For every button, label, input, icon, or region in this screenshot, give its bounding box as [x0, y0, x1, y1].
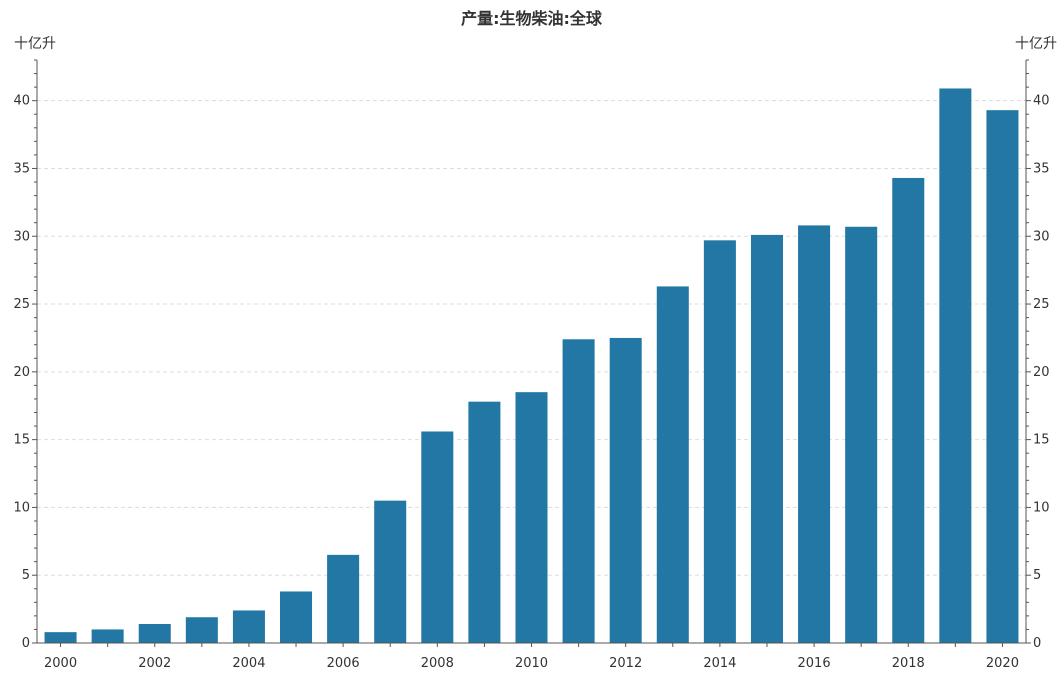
y-tick-label-right: 15: [1033, 433, 1050, 448]
bar-2008: [421, 431, 454, 643]
y-tick-label-right: 5: [1033, 568, 1041, 583]
bar-2020: [986, 110, 1019, 644]
bar-2005: [280, 591, 313, 643]
bar-2014: [703, 240, 736, 644]
y-tick-label-left: 5: [22, 568, 30, 583]
right-axis-unit: 十亿升: [1015, 36, 1057, 52]
x-tick-label: 2010: [515, 656, 548, 671]
x-tick-label: 2004: [232, 656, 265, 671]
bar-2000: [44, 632, 77, 643]
y-tick-label-left: 0: [22, 636, 30, 651]
y-tick-label-left: 35: [13, 161, 30, 176]
y-tick-label-right: 25: [1033, 297, 1050, 312]
bar-2015: [750, 234, 783, 643]
y-tick-label-left: 40: [13, 94, 30, 109]
y-tick-label-left: 30: [13, 229, 30, 244]
x-tick-label: 2002: [138, 656, 171, 671]
bar-2013: [656, 286, 689, 643]
bar-2006: [327, 554, 360, 643]
x-tick-label: 2020: [986, 656, 1019, 671]
y-tick-label-right: 35: [1033, 161, 1050, 176]
y-tick-label-left: 10: [13, 500, 30, 515]
y-tick-label-left: 25: [13, 297, 30, 312]
x-tick-label: 2014: [703, 656, 736, 671]
x-tick-label: 2018: [892, 656, 925, 671]
y-tick-label-right: 20: [1033, 365, 1050, 380]
y-tick-label-left: 20: [13, 365, 30, 380]
bar-2011: [562, 339, 595, 643]
bar-2016: [798, 225, 831, 643]
x-tick-label: 2012: [609, 656, 642, 671]
bar-2004: [232, 610, 265, 643]
y-tick-label-right: 10: [1033, 500, 1050, 515]
bar-2009: [468, 401, 501, 643]
bar-2018: [892, 177, 925, 643]
left-axis-unit: 十亿升: [14, 36, 56, 52]
x-tick-label: 2000: [44, 656, 77, 671]
x-tick-label: 2016: [798, 656, 831, 671]
y-tick-label-right: 0: [1033, 636, 1041, 651]
y-tick-label-right: 30: [1033, 229, 1050, 244]
bar-2017: [845, 226, 878, 643]
y-tick-label-left: 15: [13, 433, 30, 448]
bar-2007: [374, 500, 407, 643]
chart-title: 产量:生物柴油:全球: [461, 9, 602, 28]
bar-2019: [939, 88, 972, 643]
x-tick-label: 2006: [327, 656, 360, 671]
bar-2012: [609, 337, 642, 643]
x-tick-label: 2008: [421, 656, 454, 671]
bar-2003: [185, 617, 218, 643]
bar-2002: [138, 624, 171, 643]
bar-2001: [91, 629, 124, 643]
y-tick-label-right: 40: [1033, 94, 1050, 109]
bar-2010: [515, 392, 548, 643]
